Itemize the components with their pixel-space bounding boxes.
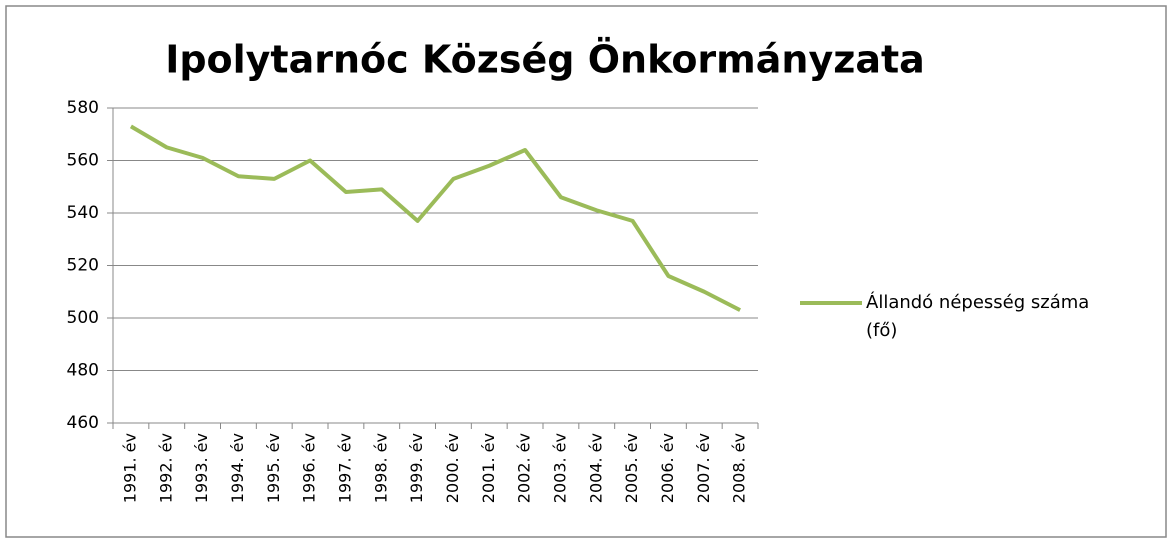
legend-line: (fő) <box>866 320 897 341</box>
y-tick-label: 460 <box>67 413 99 433</box>
x-tick-label: 2002. év <box>515 433 534 503</box>
line-series <box>129 124 741 312</box>
x-tick-label: 2003. év <box>550 433 569 503</box>
x-tick-label: 2007. év <box>694 433 713 503</box>
x-tick-label: 2008. év <box>730 433 749 503</box>
y-tick-label: 480 <box>67 361 99 381</box>
y-tick-label: 580 <box>67 98 99 118</box>
x-tick-label: 1999. év <box>407 433 426 503</box>
x-tick-label: 1994. év <box>228 433 247 503</box>
y-tick-label: 560 <box>67 151 99 171</box>
legend-line: Állandó népesség száma <box>866 291 1089 313</box>
y-tick-label: 500 <box>67 308 99 328</box>
x-tick-label: 2005. év <box>622 433 641 503</box>
chart-frame <box>5 5 1167 538</box>
x-tick-label: 1996. év <box>300 433 319 503</box>
x-tick-label: 1991. év <box>120 433 139 503</box>
x-tick-label: 1998. év <box>371 433 390 503</box>
x-tick-label: 2004. év <box>586 433 605 503</box>
legend-label: Állandó népesség száma (fő) <box>866 291 1089 341</box>
x-tick-label: 1993. év <box>192 433 211 503</box>
x-tick-label: 2006. év <box>658 433 677 503</box>
chart-title: Ipolytarnóc Község Önkormányzata <box>165 38 925 82</box>
x-tick-label: 2001. év <box>479 433 498 503</box>
x-tick-label: 1992. év <box>156 433 175 503</box>
x-tick-label: 1997. év <box>335 433 354 503</box>
x-tick-label: 2000. év <box>443 433 462 503</box>
y-tick-label: 520 <box>67 256 99 276</box>
x-tick-label: 1995. év <box>264 433 283 503</box>
y-tick-label: 540 <box>67 203 99 223</box>
